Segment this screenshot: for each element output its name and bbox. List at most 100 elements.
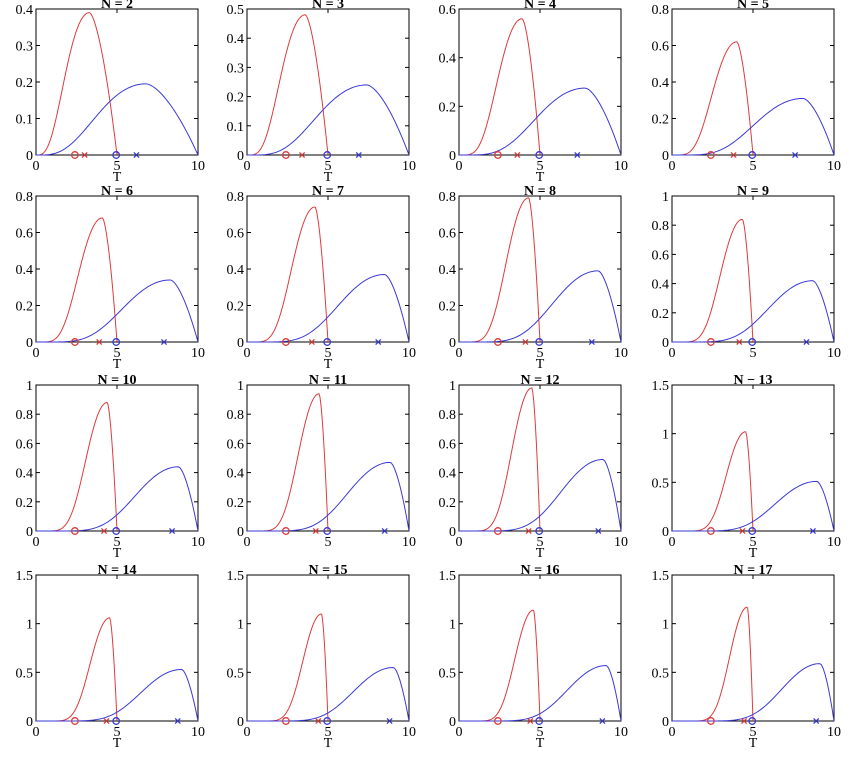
y-tick-label: 0.4	[439, 467, 457, 482]
blue-cross-marker	[574, 151, 581, 159]
blue-circle-marker	[112, 717, 121, 725]
red-circle-marker	[281, 717, 290, 725]
x-axis-label: T	[113, 736, 122, 751]
y-tick-label: 0.4	[439, 52, 457, 67]
x-tick-label: 10	[402, 725, 416, 740]
x-axis-label: T	[536, 170, 545, 185]
x-tick-label: 10	[402, 346, 416, 361]
y-tick-label: 0.2	[439, 100, 457, 115]
red-series-line	[672, 606, 754, 722]
blue-circle-marker	[748, 717, 757, 725]
x-tick-label: 10	[827, 725, 841, 740]
blue-cross-marker	[160, 338, 168, 346]
y-tick-label: 0.4	[652, 76, 670, 91]
y-tick-label: 0.5	[16, 666, 34, 681]
red-cross-marker	[103, 717, 110, 725]
blue-series-line	[247, 666, 410, 722]
subplot-panel: N − 13 0 0.5 1 1.5 0 5 10 T	[652, 373, 842, 561]
y-tick-label: 0.6	[439, 3, 457, 18]
y-tick-label: 0.4	[439, 263, 457, 278]
blue-series-line	[672, 663, 835, 722]
x-tick-label: 10	[191, 725, 205, 740]
plot-frame	[35, 195, 199, 343]
blue-circle-marker	[323, 717, 332, 725]
subplot-panel: N = 5 0 0.2 0.4 0.6 0.8 0 5 10	[652, 0, 842, 174]
x-tick-label: 5	[750, 346, 757, 361]
x-tick-label: 0	[669, 346, 676, 361]
red-series-line	[36, 217, 118, 343]
red-circle-marker	[706, 527, 715, 535]
subplot-panel: N = 6 0 0.2 0.4 0.6 0.8 0 5 10 T	[16, 184, 206, 372]
x-tick-label: 5	[537, 346, 544, 361]
subplot-panel: N = 14 0 0.5 1 1.5 0 5 10 T	[16, 563, 206, 751]
x-axis-label: T	[324, 170, 333, 185]
subplot-panel: N = 4 0 0.2 0.4 0.6 0 5 10 T	[439, 0, 629, 185]
x-tick-label: 10	[614, 159, 628, 174]
y-tick-label: 1.5	[16, 569, 34, 584]
red-circle-marker	[493, 717, 502, 725]
subplot-panel: N = 3 0 0.1 0.2 0.3 0.4 0.5 0 5 10 T	[227, 0, 417, 185]
y-tick-label: 0.8	[227, 190, 245, 205]
y-tick-label: 0.6	[16, 437, 34, 452]
y-tick-label: 0.6	[227, 437, 245, 452]
y-tick-label: 0.2	[227, 91, 245, 106]
red-cross-marker	[739, 527, 746, 535]
x-tick-label: 5	[537, 725, 544, 740]
y-tick-label: 0.4	[16, 3, 34, 18]
y-tick-label: 0.2	[439, 300, 457, 315]
x-axis-label: T	[113, 170, 122, 185]
red-series-line	[247, 393, 329, 532]
blue-series-line	[672, 97, 835, 156]
red-cross-marker	[100, 527, 108, 535]
y-tick-label: 1.5	[652, 379, 670, 394]
red-cross-marker	[514, 151, 521, 159]
red-circle-marker	[706, 338, 715, 346]
red-series-line	[672, 41, 754, 156]
red-circle-marker	[70, 527, 79, 535]
x-axis-label: T	[749, 546, 758, 561]
red-cross-marker	[96, 338, 103, 346]
y-tick-label: 1	[662, 190, 669, 205]
red-cross-marker	[522, 338, 529, 346]
y-tick-label: 0	[662, 149, 669, 164]
red-circle-marker	[281, 338, 290, 346]
red-cross-marker	[81, 151, 88, 159]
y-tick-label: 0.2	[227, 496, 245, 511]
blue-cross-marker	[599, 717, 606, 725]
y-tick-label: 1	[237, 618, 244, 633]
panel-title: N = 5	[737, 0, 769, 12]
blue-cross-marker	[375, 338, 382, 346]
blue-circle-marker	[112, 338, 121, 346]
blue-circle-marker	[748, 338, 757, 346]
panel-title: N = 11	[309, 373, 347, 388]
plot-frame	[458, 384, 622, 532]
y-tick-label: 1	[26, 618, 33, 633]
y-tick-label: 0.5	[439, 666, 457, 681]
blue-circle-marker	[535, 151, 544, 159]
red-circle-marker	[493, 151, 502, 159]
red-series-line	[36, 12, 118, 156]
blue-series-line	[459, 270, 622, 343]
red-series-line	[459, 197, 541, 343]
panel-title: N = 2	[101, 0, 133, 12]
plot-frame	[671, 195, 835, 343]
y-tick-label: 0	[662, 336, 669, 351]
red-series-line	[247, 613, 329, 722]
y-tick-label: 0	[237, 525, 244, 540]
y-tick-label: 0	[237, 715, 244, 730]
red-series-line	[672, 431, 754, 532]
y-tick-label: 0	[662, 525, 669, 540]
plot-frame	[671, 574, 835, 722]
x-axis-label: T	[536, 736, 545, 751]
y-tick-label: 0.2	[652, 307, 670, 322]
panel-title: N = 8	[524, 184, 556, 199]
y-tick-label: 1.5	[227, 569, 245, 584]
y-tick-label: 0.5	[227, 3, 245, 18]
plot-frame	[671, 8, 835, 156]
blue-circle-marker	[112, 151, 121, 159]
panel-title: N = 7	[312, 184, 344, 199]
y-tick-label: 0.4	[652, 278, 670, 293]
x-axis-label: T	[324, 357, 333, 372]
